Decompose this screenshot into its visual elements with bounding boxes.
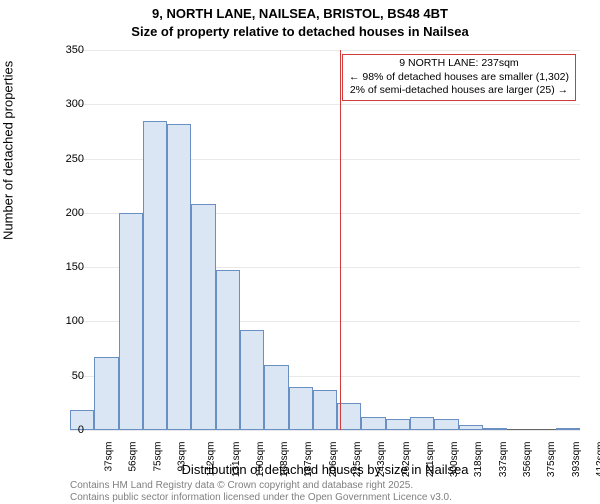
marker-line3: 2% of semi-detached houses are larger (2…	[349, 84, 569, 98]
chart-title-line2: Size of property relative to detached ho…	[0, 24, 600, 39]
histogram-bar	[289, 387, 313, 430]
histogram-bar	[216, 270, 240, 430]
histogram-bar	[191, 204, 215, 430]
histogram-bar	[313, 390, 337, 430]
histogram-bar	[167, 124, 191, 430]
x-tick-label: 375sqm	[546, 442, 557, 478]
x-tick-label: 206sqm	[328, 442, 339, 478]
marker-line	[340, 50, 341, 430]
x-tick-label: 412sqm	[595, 442, 600, 478]
x-tick-label: 262sqm	[401, 442, 412, 478]
chart-title-line1: 9, NORTH LANE, NAILSEA, BRISTOL, BS48 4B…	[0, 6, 600, 21]
y-tick-label: 200	[44, 207, 84, 219]
histogram-bar	[556, 428, 580, 430]
histogram-bar	[240, 330, 264, 430]
histogram-chart: 9, NORTH LANE, NAILSEA, BRISTOL, BS48 4B…	[0, 0, 600, 500]
x-tick-label: 37sqm	[104, 442, 115, 472]
x-tick-label: 131sqm	[231, 442, 242, 478]
x-tick-label: 393sqm	[571, 442, 582, 478]
footer-attribution: Contains HM Land Registry data © Crown c…	[70, 480, 452, 504]
y-tick-label: 250	[44, 153, 84, 165]
x-tick-label: 300sqm	[449, 442, 460, 478]
y-tick-label: 100	[44, 315, 84, 327]
histogram-bar	[143, 121, 167, 430]
histogram-bar	[264, 365, 288, 430]
footer-line1: Contains HM Land Registry data © Crown c…	[70, 480, 452, 492]
marker-line1: 9 NORTH LANE: 237sqm	[349, 57, 569, 71]
gridline	[70, 50, 580, 51]
x-tick-label: 281sqm	[425, 442, 436, 478]
x-tick-label: 187sqm	[304, 442, 315, 478]
x-tick-label: 337sqm	[498, 442, 509, 478]
histogram-bar	[483, 428, 507, 430]
gridline	[70, 104, 580, 105]
y-tick-label: 50	[44, 370, 84, 382]
histogram-bar	[337, 403, 361, 430]
y-tick-label: 350	[44, 44, 84, 56]
marker-line2: ← 98% of detached houses are smaller (1,…	[349, 71, 569, 85]
x-tick-label: 112sqm	[206, 442, 217, 477]
histogram-bar	[459, 425, 483, 430]
histogram-bar	[361, 417, 385, 430]
y-tick-label: 0	[44, 424, 84, 436]
histogram-bar	[94, 357, 118, 430]
gridline	[70, 430, 580, 431]
x-tick-label: 168sqm	[279, 442, 290, 478]
x-tick-label: 75sqm	[152, 442, 163, 472]
x-tick-label: 150sqm	[255, 442, 266, 478]
y-tick-label: 150	[44, 261, 84, 273]
marker-annotation: 9 NORTH LANE: 237sqm← 98% of detached ho…	[342, 54, 576, 101]
x-tick-label: 93sqm	[177, 442, 188, 472]
y-axis-label: Number of detached properties	[1, 61, 16, 240]
histogram-bar	[410, 417, 434, 430]
y-tick-label: 300	[44, 98, 84, 110]
x-tick-label: 225sqm	[352, 442, 363, 478]
footer-line2: Contains public sector information licen…	[70, 492, 452, 504]
histogram-bar	[386, 419, 410, 430]
histogram-bar	[434, 419, 458, 430]
x-tick-label: 356sqm	[522, 442, 533, 478]
x-tick-label: 318sqm	[474, 442, 485, 478]
histogram-bar	[119, 213, 143, 430]
plot-area: 9 NORTH LANE: 237sqm← 98% of detached ho…	[70, 50, 580, 430]
x-tick-label: 243sqm	[376, 442, 387, 478]
x-tick-label: 56sqm	[128, 442, 139, 472]
